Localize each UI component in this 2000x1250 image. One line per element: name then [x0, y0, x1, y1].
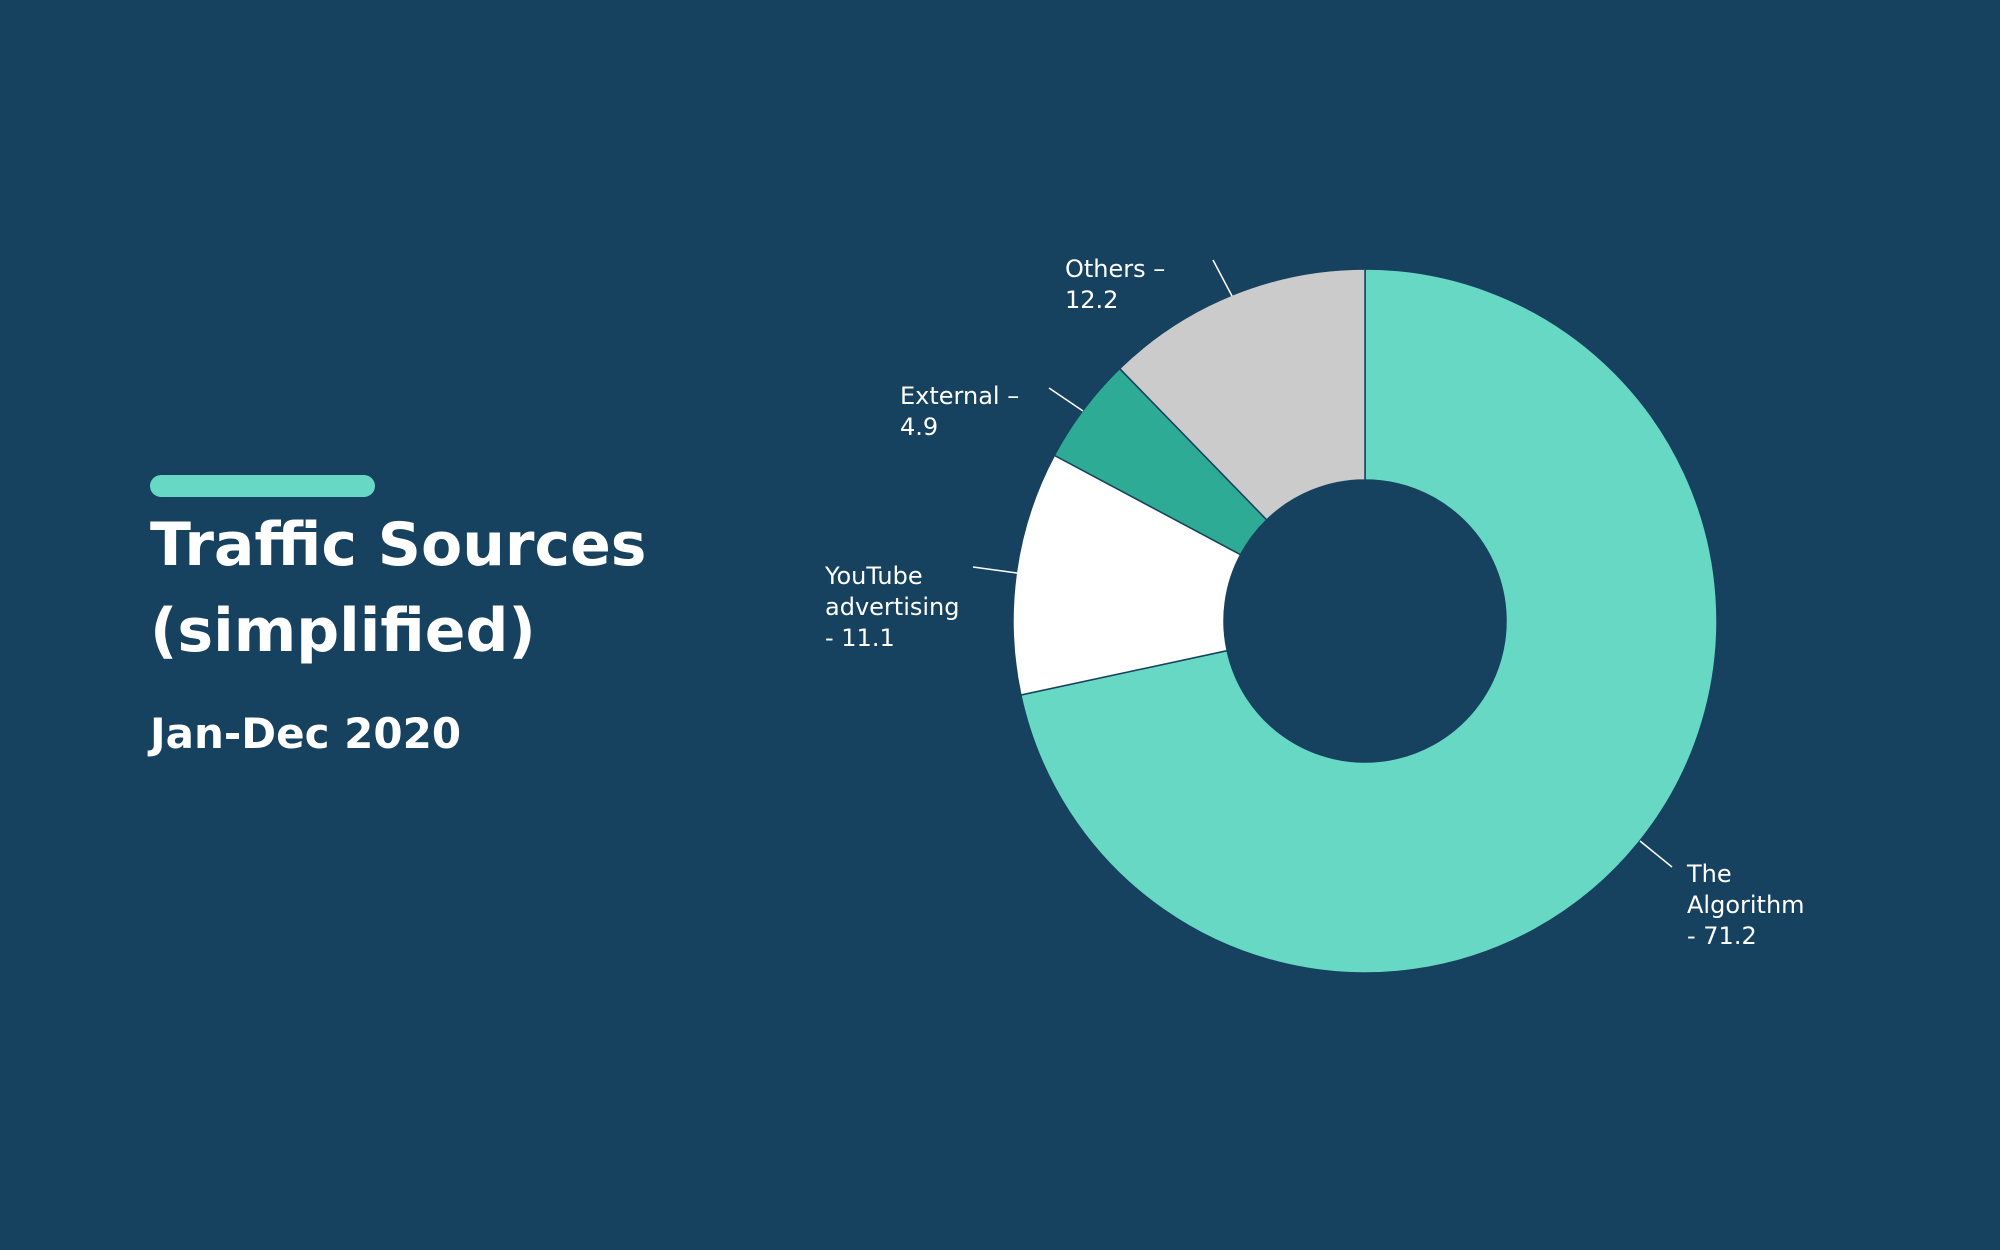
slice-others: [1118, 268, 1366, 521]
slice-label-others: Others – 12.2: [1065, 255, 1165, 314]
slice-youtube-advertising: [1012, 454, 1242, 696]
slice-label-line: - 11.1: [825, 624, 895, 652]
page-title: Traffic Sources (simplified): [150, 510, 647, 666]
slice-label-the-algorithm: The Algorithm - 71.2: [1686, 860, 1805, 950]
slice-label-line: - 71.2: [1687, 922, 1757, 950]
slice-label-line: The: [1686, 860, 1732, 888]
donut-slices: [1012, 268, 1718, 974]
slice-label-line: Algorithm: [1687, 891, 1805, 919]
slice-the-algorithm: [1019, 268, 1718, 974]
accent-bar: [150, 475, 375, 497]
slice-label-line: YouTube: [824, 562, 923, 590]
slice-label-line: External –: [900, 382, 1019, 410]
leader-line-others: [1212, 259, 1233, 297]
slice-label-line: 12.2: [1065, 286, 1118, 314]
slice-labels: The Algorithm - 71.2 YouTube advertising - 11…: [824, 255, 1805, 950]
leader-line-the-algorithm: [1639, 840, 1673, 868]
slice-label-line: advertising: [825, 593, 959, 621]
page-subtitle: Jan-Dec 2020: [150, 709, 462, 758]
slice-label-line: 4.9: [900, 413, 938, 441]
leader-line-external: [1048, 387, 1084, 412]
slice-label-youtube-advertising: YouTube advertising - 11.1: [824, 562, 959, 652]
slice-label-external: External – 4.9: [900, 382, 1019, 441]
leader-line-youtube-advertising: [972, 566, 1018, 574]
slice-label-line: Others –: [1065, 255, 1165, 283]
